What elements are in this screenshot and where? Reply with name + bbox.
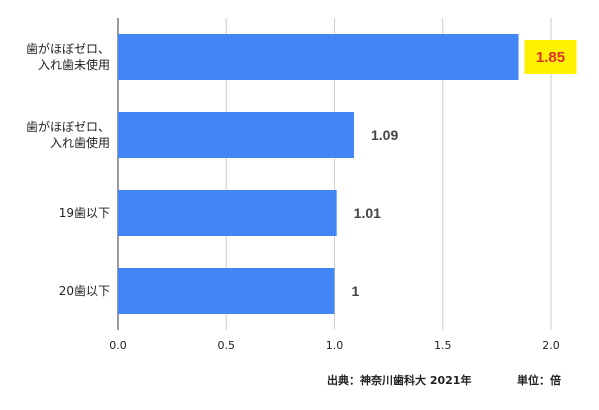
bar	[118, 34, 519, 80]
category-label: 19歯以下	[59, 206, 110, 220]
unit-note: 単位：倍	[517, 373, 561, 387]
x-tick-label: 1.5	[434, 339, 452, 352]
value-label: 1.01	[354, 205, 381, 221]
category-label: 歯がほぼゼロ、入れ歯未使用	[26, 41, 110, 72]
x-tick-label: 0.5	[218, 339, 236, 352]
highlight-label-background	[524, 40, 577, 74]
value-label: 1.85	[536, 49, 565, 66]
value-label: 1	[352, 283, 360, 299]
value-label: 1.09	[371, 127, 398, 143]
bar	[118, 190, 337, 236]
value-labels: 1.85 1.09 1.01 1	[352, 40, 577, 299]
x-tick-label: 0.0	[109, 339, 127, 352]
bar	[118, 268, 335, 314]
bar	[118, 112, 354, 158]
x-axis-tick-labels: 0.0 0.5 1.0 1.5 2.0	[109, 339, 560, 352]
x-tick-label: 1.0	[326, 339, 344, 352]
category-label: 20歯以下	[59, 284, 110, 298]
bars	[118, 34, 519, 314]
category-label: 歯がほぼゼロ、入れ歯使用	[26, 119, 110, 150]
source-note: 出典：神奈川歯科大 2021年	[327, 373, 471, 387]
x-tick-label: 2.0	[542, 339, 560, 352]
